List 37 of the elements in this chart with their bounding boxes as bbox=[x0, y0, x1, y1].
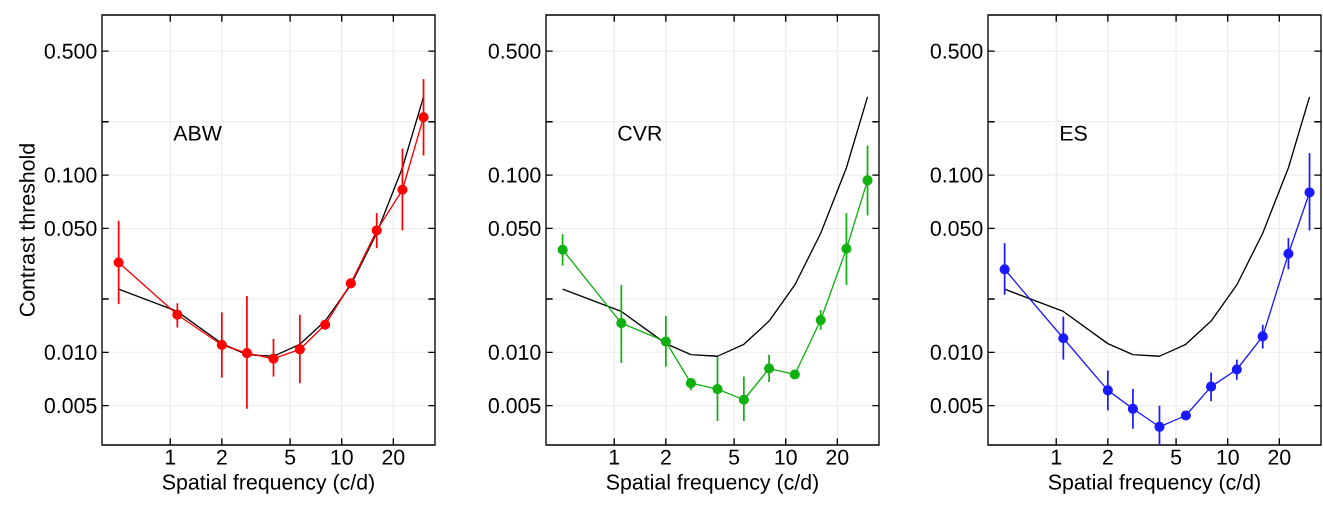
y-tick-label: 0.100 bbox=[44, 167, 97, 183]
x-tick-label: 1 bbox=[165, 449, 176, 465]
text: CVR bbox=[618, 125, 662, 141]
text: ES bbox=[1061, 125, 1087, 141]
x-tick-label: 2 bbox=[216, 449, 227, 465]
y-tick-label: 0.050 bbox=[930, 220, 983, 236]
x-tick-label: 2 bbox=[1102, 449, 1113, 465]
y-tick-label: 0.100 bbox=[488, 167, 541, 183]
x-tick-label: 10 bbox=[331, 449, 353, 465]
x-axis-title: Spatial frequency (c/d) bbox=[162, 473, 374, 494]
y-tick-label: 0.500 bbox=[44, 43, 97, 59]
y-tick-label: 0.010 bbox=[44, 344, 97, 360]
y-tick-label: 0.010 bbox=[488, 344, 541, 360]
y-tick-label: 0.500 bbox=[488, 43, 541, 59]
y-tick-label: 0.050 bbox=[44, 220, 97, 236]
x-tick-label: 10 bbox=[775, 449, 797, 465]
x-axis-title: Spatial frequency (c/d) bbox=[606, 473, 818, 494]
x-tick-label: 1 bbox=[609, 449, 620, 465]
x-tick-label: 5 bbox=[285, 449, 296, 465]
x-tick-label: 5 bbox=[729, 449, 740, 465]
y-tick-label: 0.100 bbox=[930, 167, 983, 183]
y-tick-label: 0.010 bbox=[930, 344, 983, 360]
x-tick-label: 20 bbox=[826, 449, 849, 465]
y-tick-label: 0.005 bbox=[44, 398, 97, 414]
text: ABW bbox=[173, 125, 222, 141]
x-axis-title: Spatial frequency (c/d) bbox=[1048, 473, 1260, 494]
y-axis-title: Contrast threshold bbox=[19, 144, 35, 317]
x-tick-label: 10 bbox=[1217, 449, 1239, 465]
x-tick-label: 20 bbox=[1268, 449, 1291, 465]
x-tick-label: 1 bbox=[1051, 449, 1062, 465]
x-tick-label: 20 bbox=[382, 449, 405, 465]
y-tick-label: 0.050 bbox=[488, 220, 541, 236]
y-tick-label: 0.005 bbox=[488, 398, 541, 414]
x-tick-label: 2 bbox=[660, 449, 671, 465]
x-tick-label: 5 bbox=[1171, 449, 1182, 465]
y-tick-label: 0.005 bbox=[930, 398, 983, 414]
y-tick-label: 0.500 bbox=[930, 43, 983, 59]
